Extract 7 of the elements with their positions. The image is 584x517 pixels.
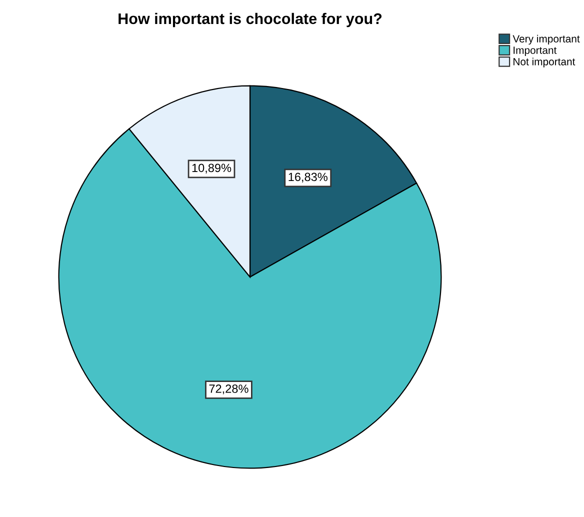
legend-label: Important (514, 46, 557, 56)
data-label: 16,83% (288, 172, 328, 183)
data-label: 72,28% (209, 384, 248, 394)
legend-label: Not important (514, 58, 576, 68)
legend-label: Very important (512, 34, 580, 45)
data-label: 10,89% (192, 164, 232, 174)
chart-title: How important is chocolate for you? (118, 12, 382, 28)
